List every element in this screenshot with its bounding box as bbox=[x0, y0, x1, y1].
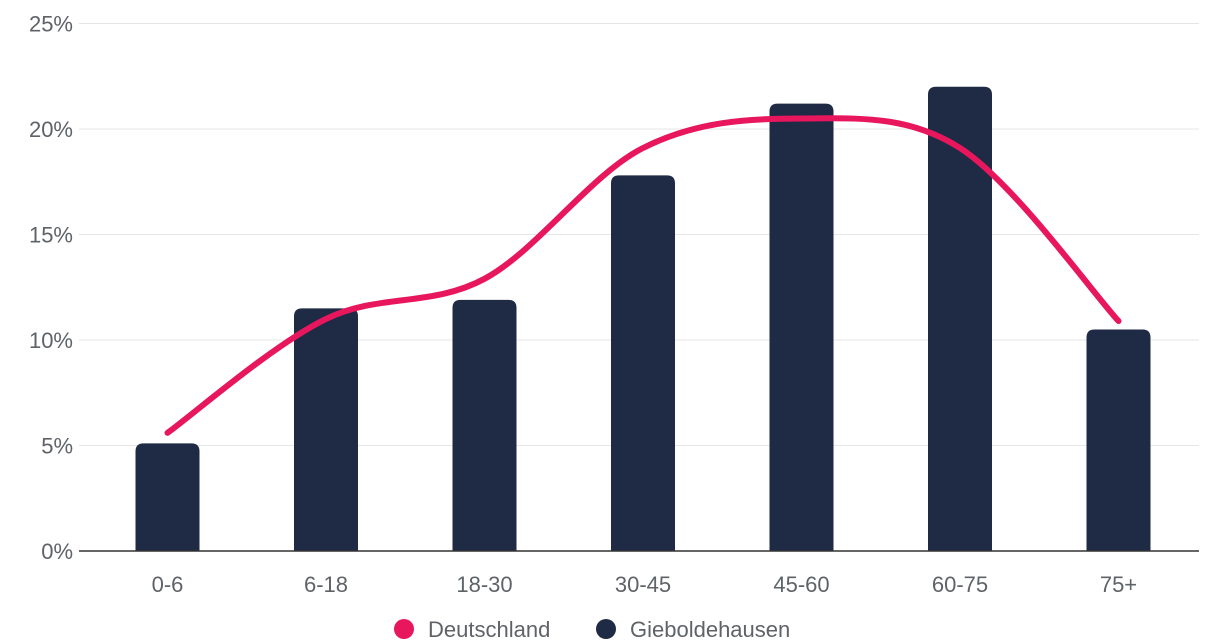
x-tick-label: 30-45 bbox=[615, 572, 671, 597]
y-tick-label: 15% bbox=[29, 223, 73, 248]
bar-75+ bbox=[1086, 329, 1151, 551]
bar-series bbox=[135, 86, 1151, 552]
legend-label-deutschland: Deutschland bbox=[428, 617, 550, 640]
bar-0-6 bbox=[135, 443, 200, 551]
legend-label-gieboldehausen: Gieboldehausen bbox=[630, 617, 790, 640]
y-tick-label: 5% bbox=[41, 434, 73, 459]
bar-18-30 bbox=[452, 299, 517, 551]
bar-30-45 bbox=[611, 175, 675, 552]
y-tick-label: 20% bbox=[29, 117, 73, 142]
y-tick-label: 25% bbox=[29, 12, 73, 37]
bar-45-60 bbox=[769, 103, 834, 552]
x-tick-label: 0-6 bbox=[152, 572, 184, 597]
legend-marker-gieboldehausen bbox=[596, 619, 616, 639]
x-tick-label: 75+ bbox=[1100, 572, 1137, 597]
x-tick-label: 45-60 bbox=[773, 572, 829, 597]
x-axis-tick-labels: 0-6 6-18 18-30 30-45 45-60 60-75 75+ bbox=[152, 572, 1138, 597]
legend-marker-deutschland bbox=[394, 619, 414, 639]
x-tick-label: 18-30 bbox=[456, 572, 512, 597]
deutschland-line bbox=[164, 115, 1122, 436]
y-axis-tick-labels: 0% 5% 10% 15% 20% 25% bbox=[29, 12, 73, 565]
y-tick-label: 10% bbox=[29, 328, 73, 353]
bar-6-18 bbox=[294, 308, 358, 551]
legend: Deutschland Gieboldehausen bbox=[394, 617, 790, 640]
bar-60-75 bbox=[928, 86, 992, 552]
y-tick-label: 0% bbox=[41, 539, 73, 564]
x-tick-label: 6-18 bbox=[304, 572, 348, 597]
x-tick-label: 60-75 bbox=[932, 572, 988, 597]
